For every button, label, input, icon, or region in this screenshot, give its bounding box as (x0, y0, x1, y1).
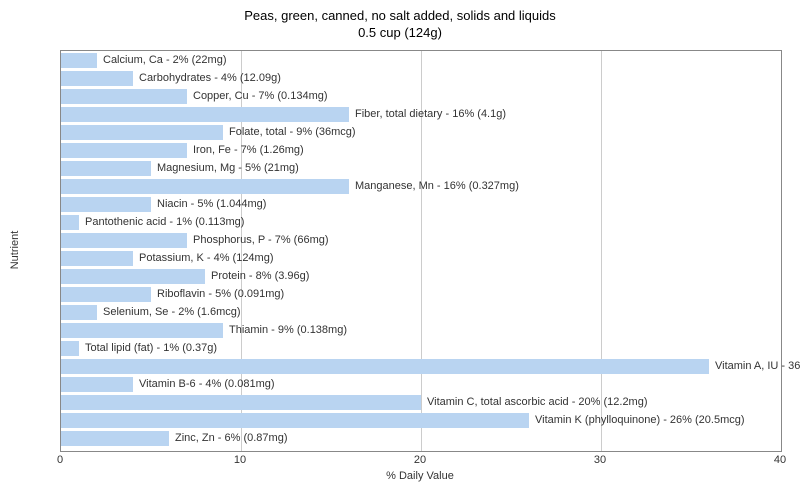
bar-label: Total lipid (fat) - 1% (0.37g) (85, 341, 217, 356)
bar (61, 125, 223, 140)
bar-label: Phosphorus, P - 7% (66mg) (193, 233, 329, 248)
bar (61, 233, 187, 248)
bar-label: Copper, Cu - 7% (0.134mg) (193, 89, 328, 104)
bar (61, 161, 151, 176)
bar (61, 287, 151, 302)
bar (61, 413, 529, 428)
bar-label: Niacin - 5% (1.044mg) (157, 197, 266, 212)
bar (61, 179, 349, 194)
bar (61, 323, 223, 338)
grid-line (601, 51, 602, 451)
bar-label: Carbohydrates - 4% (12.09g) (139, 71, 281, 86)
chart-title: Peas, green, canned, no salt added, soli… (0, 0, 800, 42)
bar-label: Vitamin A, IU - 36% (1791IU) (715, 359, 800, 374)
bar-label: Manganese, Mn - 16% (0.327mg) (355, 179, 519, 194)
x-tick-label: 0 (57, 454, 63, 466)
bar (61, 395, 421, 410)
y-axis-title: Nutrient (9, 231, 21, 270)
bar (61, 197, 151, 212)
bar (61, 359, 709, 374)
nutrient-chart: Peas, green, canned, no salt added, soli… (0, 0, 800, 500)
bar-label: Vitamin K (phylloquinone) - 26% (20.5mcg… (535, 413, 745, 428)
plot-area: Calcium, Ca - 2% (22mg) Carbohydrates - 4… (60, 50, 782, 452)
bar (61, 107, 349, 122)
bar (61, 251, 133, 266)
bar (61, 215, 79, 230)
bar-label: Zinc, Zn - 6% (0.87mg) (175, 431, 287, 446)
bar (61, 269, 205, 284)
bar-label: Vitamin C, total ascorbic acid - 20% (12… (427, 395, 648, 410)
x-tick-label: 10 (234, 454, 246, 466)
bar-label: Potassium, K - 4% (124mg) (139, 251, 274, 266)
bar (61, 53, 97, 68)
title-line-1: Peas, green, canned, no salt added, soli… (0, 8, 800, 25)
bar-label: Riboflavin - 5% (0.091mg) (157, 287, 284, 302)
bar-label: Vitamin B-6 - 4% (0.081mg) (139, 377, 275, 392)
bar-label: Calcium, Ca - 2% (22mg) (103, 53, 226, 68)
bar (61, 143, 187, 158)
bar (61, 305, 97, 320)
title-line-2: 0.5 cup (124g) (0, 25, 800, 42)
bar-label: Folate, total - 9% (36mcg) (229, 125, 356, 140)
bar-label: Fiber, total dietary - 16% (4.1g) (355, 107, 506, 122)
bar-label: Selenium, Se - 2% (1.6mcg) (103, 305, 241, 320)
bar-label: Magnesium, Mg - 5% (21mg) (157, 161, 299, 176)
bar-label: Iron, Fe - 7% (1.26mg) (193, 143, 304, 158)
x-axis-title: % Daily Value (60, 470, 780, 482)
x-tick-label: 30 (594, 454, 606, 466)
bar (61, 341, 79, 356)
bar (61, 89, 187, 104)
bar-label: Thiamin - 9% (0.138mg) (229, 323, 347, 338)
bar (61, 377, 133, 392)
bar-label: Protein - 8% (3.96g) (211, 269, 309, 284)
x-tick-label: 20 (414, 454, 426, 466)
bar (61, 431, 169, 446)
bar-label: Pantothenic acid - 1% (0.113mg) (85, 215, 244, 230)
bar (61, 71, 133, 86)
x-tick-label: 40 (774, 454, 786, 466)
